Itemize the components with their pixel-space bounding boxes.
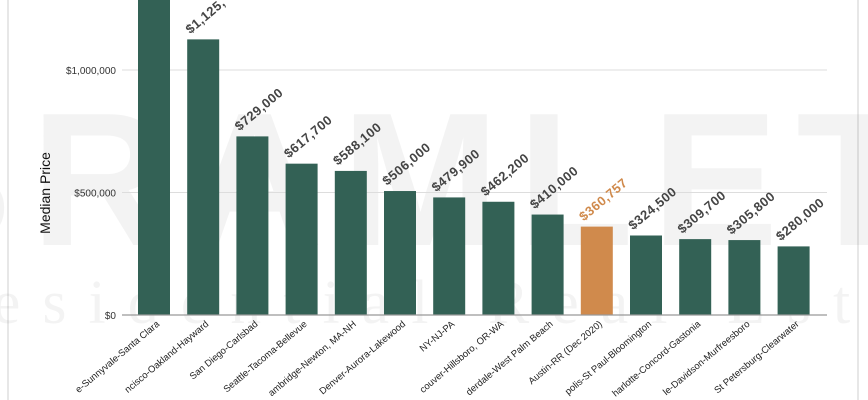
bar	[187, 39, 220, 315]
bar	[236, 136, 269, 315]
bar	[334, 170, 367, 315]
bar	[138, 0, 170, 315]
y-axis-label: Median Price	[37, 152, 53, 234]
bar	[630, 235, 662, 315]
bar	[531, 214, 564, 315]
value-label: $1,125,	[182, 0, 228, 37]
bars	[138, 0, 810, 315]
bar	[384, 191, 416, 315]
y-tick-label: $500,000	[74, 189, 116, 200]
y-tick-label: $0	[105, 311, 117, 322]
chart-frame	[7, 0, 859, 400]
bar	[433, 197, 466, 315]
y-tick-label: $1,000,000	[66, 66, 116, 77]
bar	[580, 226, 613, 315]
bar	[728, 240, 761, 315]
y-axis-ticks: $0 $500,000 $1,000,000	[66, 66, 116, 322]
bar	[777, 246, 810, 315]
bar	[285, 163, 318, 315]
bar	[482, 201, 515, 315]
bar	[679, 239, 712, 315]
